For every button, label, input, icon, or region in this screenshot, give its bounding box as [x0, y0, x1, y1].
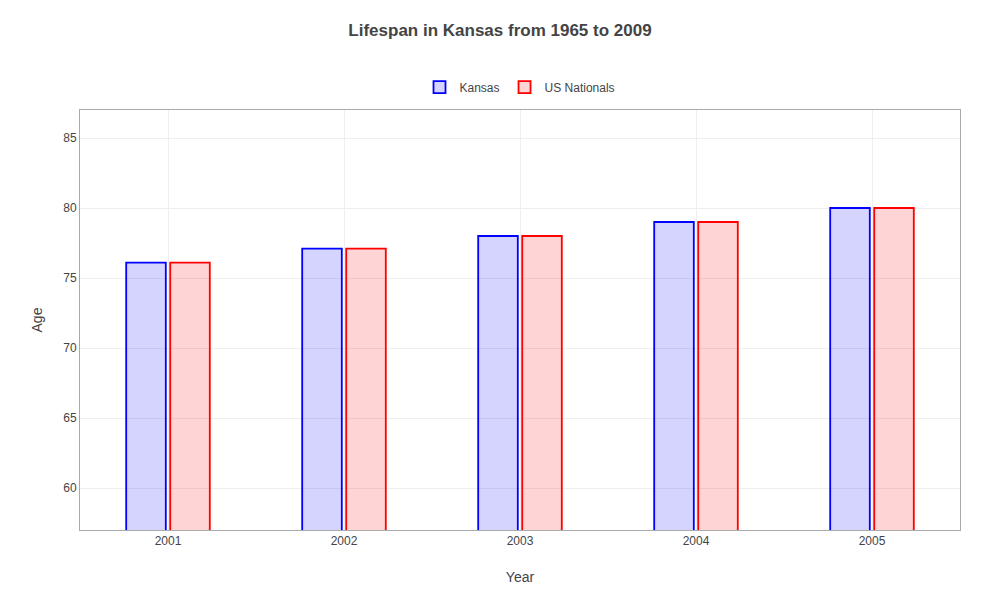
svg-text:70: 70	[63, 341, 77, 355]
svg-text:Year: Year	[506, 569, 535, 585]
svg-text:60: 60	[63, 481, 77, 495]
svg-text:85: 85	[63, 131, 77, 145]
svg-text:2001: 2001	[155, 534, 182, 548]
svg-text:US Nationals: US Nationals	[545, 81, 615, 95]
svg-text:Age: Age	[29, 307, 45, 332]
svg-text:Kansas: Kansas	[460, 81, 500, 95]
svg-text:80: 80	[63, 201, 77, 215]
svg-text:75: 75	[63, 271, 77, 285]
svg-text:2003: 2003	[507, 534, 534, 548]
svg-text:Lifespan in Kansas from 1965 t: Lifespan in Kansas from 1965 to 2009	[348, 21, 651, 40]
svg-text:2002: 2002	[331, 534, 358, 548]
svg-text:65: 65	[63, 411, 77, 425]
svg-text:2004: 2004	[683, 534, 710, 548]
svg-text:2005: 2005	[859, 534, 886, 548]
